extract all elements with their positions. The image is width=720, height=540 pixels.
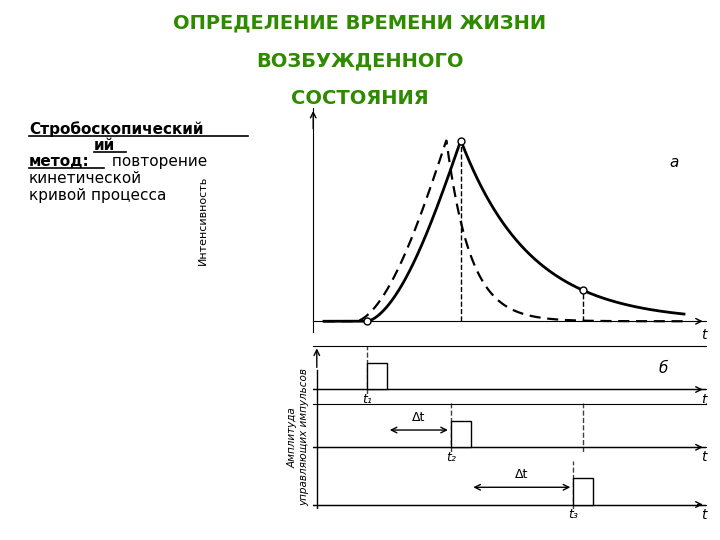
- Bar: [451, 421, 471, 447]
- Text: Амплитуда
управляющих импульсов: Амплитуда управляющих импульсов: [288, 368, 310, 507]
- Text: t: t: [701, 508, 706, 522]
- Bar: [573, 478, 593, 504]
- Text: t₃: t₃: [568, 508, 578, 521]
- Bar: [367, 363, 387, 389]
- Text: повторение: повторение: [107, 154, 207, 169]
- Text: t: t: [701, 450, 706, 464]
- Text: ВОЗБУЖДЕННОГО: ВОЗБУЖДЕННОГО: [256, 51, 464, 70]
- Text: ий: ий: [94, 138, 115, 153]
- Text: Интенсивность: Интенсивность: [198, 176, 208, 265]
- Text: Стробоскопический: Стробоскопический: [29, 122, 203, 137]
- Text: СОСТОЯНИЯ: СОСТОЯНИЯ: [291, 89, 429, 108]
- Text: а: а: [670, 155, 679, 170]
- Text: кинетической: кинетической: [29, 171, 142, 186]
- Text: ОПРЕДЕЛЕНИЕ ВРЕМЕНИ ЖИЗНИ: ОПРЕДЕЛЕНИЕ ВРЕМЕНИ ЖИЗНИ: [174, 14, 546, 32]
- Text: Δt: Δt: [515, 468, 528, 481]
- Text: кривой процесса: кривой процесса: [29, 188, 166, 204]
- Text: б: б: [659, 361, 668, 376]
- Text: t₂: t₂: [446, 451, 456, 464]
- Text: t₁: t₁: [362, 393, 372, 406]
- Text: t: t: [701, 393, 706, 407]
- Text: метод:: метод:: [29, 154, 89, 169]
- Text: Δt: Δt: [412, 411, 426, 424]
- Text: t: t: [701, 328, 706, 342]
